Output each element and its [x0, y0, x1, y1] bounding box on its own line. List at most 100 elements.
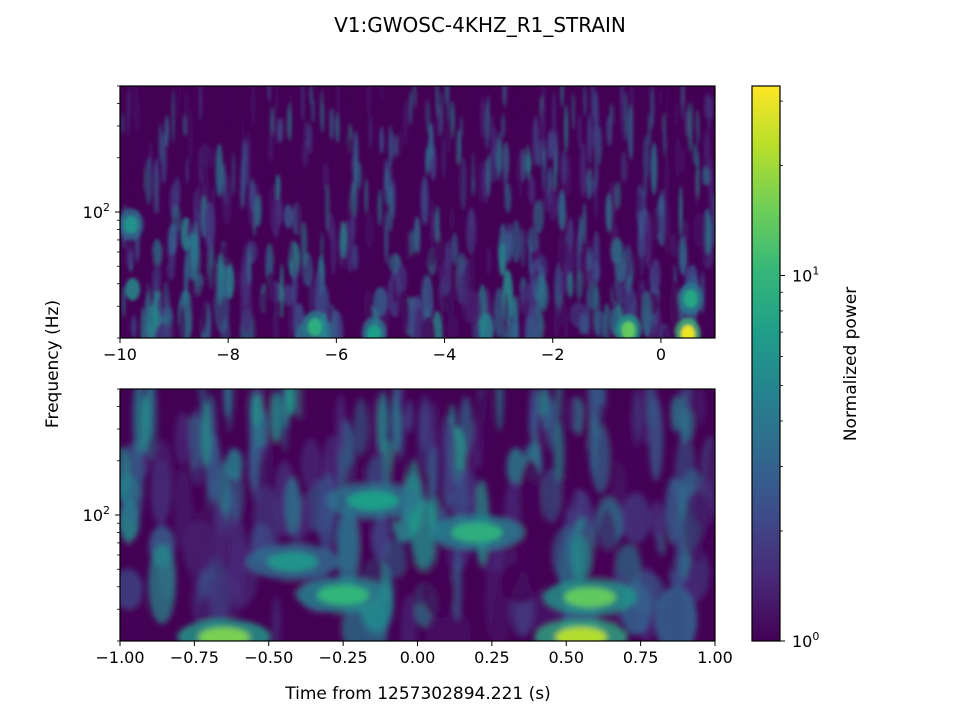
spectrogram-texture-blob	[229, 470, 243, 521]
spectrogram-hotspot	[307, 318, 322, 337]
spectrogram-hotspot	[680, 325, 695, 338]
spectrogram-texture-blob	[320, 232, 324, 260]
spectrogram-texture-blob	[606, 115, 612, 146]
spectrogram-texture-blob	[138, 167, 146, 191]
x-tick-label: 0	[656, 345, 666, 364]
spectrogram-texture-blob	[557, 190, 566, 230]
spectrogram-texture-blob	[352, 243, 359, 271]
spectrogram-texture-blob	[533, 115, 539, 167]
spectrogram-texture-blob	[636, 292, 641, 317]
spectrogram-texture-blob	[647, 112, 652, 147]
spectrogram-texture-blob	[377, 391, 389, 456]
spectrogram-texture-blob	[533, 199, 544, 234]
spectrogram-texture-blob	[200, 400, 211, 468]
top-spectrogram-heatmap	[120, 86, 715, 338]
spectrogram-texture-blob	[291, 272, 296, 316]
spectrogram-texture-blob	[346, 99, 351, 152]
spectrogram-texture-blob	[663, 113, 666, 158]
x-tick-label: −2	[541, 345, 565, 364]
top-y-axis: 102	[83, 85, 120, 339]
spectrogram-texture-blob	[268, 184, 276, 229]
spectrogram-texture-blob	[146, 389, 158, 461]
spectrogram-texture-blob	[426, 99, 430, 134]
spectrogram-texture-blob	[696, 151, 700, 199]
spectrogram-texture-blob	[225, 86, 230, 129]
spectrogram-texture-blob	[526, 227, 539, 253]
spectrogram-texture-blob	[662, 201, 672, 254]
spectrogram-texture-blob	[708, 157, 714, 212]
spectrogram-texture-blob	[448, 124, 454, 176]
spectrogram-texture-blob	[298, 493, 314, 536]
spectrogram-texture-blob	[681, 101, 685, 145]
spectrogram-texture-blob	[664, 156, 669, 207]
spectrogram-texture-blob	[413, 216, 421, 254]
spectrogram-texture-blob	[327, 169, 337, 225]
spectrogram-hotspot	[123, 215, 138, 234]
colorbar: 100 101	[751, 85, 819, 651]
spectrogram-texture-blob	[706, 214, 711, 256]
spectrogram-texture-blob	[636, 192, 644, 214]
spectrogram-texture-blob	[192, 220, 199, 270]
spectrogram-texture-blob	[498, 242, 506, 277]
spectrogram-texture-blob	[214, 283, 230, 333]
spectrogram-texture-blob	[254, 194, 262, 227]
spectrogram-texture-blob	[467, 291, 482, 326]
spectrogram-texture-blob	[541, 324, 554, 338]
spectrogram-hotspot	[555, 627, 608, 641]
spectrogram-texture-blob	[246, 132, 250, 187]
y-tick-label: 102	[83, 201, 110, 222]
spectrogram-texture-blob	[473, 104, 476, 130]
x-tick-label: −0.25	[319, 648, 368, 667]
spectrogram-texture-blob	[447, 314, 460, 338]
spectrogram-texture-blob	[128, 86, 132, 120]
spectrogram-texture-blob	[190, 283, 194, 332]
spectrogram-texture-blob	[706, 313, 711, 338]
spectrogram-texture-blob	[537, 389, 548, 417]
spectrogram-texture-blob	[253, 485, 280, 565]
x-tick-label: 0.50	[548, 648, 584, 667]
spectrogram-texture-blob	[694, 389, 706, 426]
spectrogram-texture-blob	[148, 543, 176, 625]
spectrogram-texture-blob	[466, 207, 477, 255]
spectrogram-texture-blob	[493, 287, 505, 338]
spectrogram-texture-blob	[199, 86, 202, 122]
spectrogram-texture-blob	[558, 322, 565, 338]
spectrogram-texture-blob	[576, 270, 583, 300]
spectrogram-texture-blob	[460, 115, 463, 138]
x-tick-label: −1.00	[95, 648, 144, 667]
bottom-spectrogram-panel: −1.00 −0.75 −0.50 −0.25 0.00 0.25 0.50 0.75 1.00…	[83, 388, 733, 667]
spectrogram-texture-blob	[421, 95, 425, 121]
spectrogram-texture-blob	[346, 198, 349, 242]
spectrogram-texture-blob	[185, 157, 189, 185]
spectrogram-texture-blob	[187, 107, 194, 163]
y-axis-label: Frequency (Hz)	[43, 300, 63, 428]
spectrogram-texture-blob	[515, 90, 518, 115]
spectrogram-texture-blob	[335, 394, 346, 454]
spectrogram-texture-blob	[495, 389, 504, 432]
spectrogram-texture-blob	[283, 283, 294, 307]
spectrogram-texture-blob	[682, 491, 713, 564]
spectrogram-texture-blob	[565, 397, 577, 430]
spectrogram-texture-blob	[481, 95, 485, 140]
spectrogram-texture-blob	[688, 101, 693, 153]
spectrogram-texture-blob	[605, 192, 612, 233]
spectrogram-texture-blob	[674, 135, 682, 180]
spectrogram-texture-blob	[416, 244, 424, 297]
spectrogram-texture-blob	[511, 219, 521, 264]
spectrogram-texture-blob	[126, 170, 130, 217]
spectrogram-texture-blob	[148, 247, 156, 304]
spectrogram-texture-blob	[567, 271, 574, 298]
spectrogram-texture-blob	[547, 129, 554, 161]
spectrogram-texture-blob	[704, 94, 708, 119]
spectrogram-texture-blob	[327, 107, 331, 161]
spectrogram-texture-blob	[664, 476, 682, 544]
spectrogram-texture-blob	[419, 299, 425, 338]
spectrogram-texture-blob	[483, 160, 487, 196]
spectrogram-hotspot	[346, 490, 399, 511]
spectrogram-texture-blob	[650, 258, 661, 291]
colorbar-ticks: 100 101	[780, 100, 819, 651]
spectrogram-texture-blob	[490, 147, 498, 184]
spectrogram-texture-blob	[441, 418, 457, 497]
spectrogram-texture-blob	[267, 86, 271, 103]
spectrogram-texture-blob	[659, 104, 664, 133]
